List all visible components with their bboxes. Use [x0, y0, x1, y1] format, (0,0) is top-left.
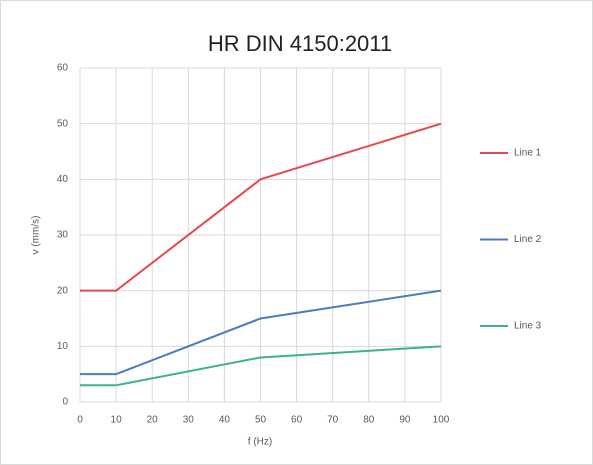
line-series: [80, 345, 442, 387]
y-tick-label: 20: [57, 285, 69, 296]
x-tick-label: 50: [255, 415, 267, 426]
y-axis-label: v (mm/s): [31, 216, 42, 255]
x-tick-label: 80: [363, 415, 375, 426]
line-series: [80, 122, 442, 292]
y-tick-label: 50: [57, 118, 69, 129]
x-tick-label: 0: [77, 415, 83, 426]
y-tick-label: 40: [57, 174, 69, 185]
y-tick-label: 60: [57, 63, 69, 74]
x-tick-label: 30: [183, 415, 195, 426]
y-tick-label: 30: [57, 230, 69, 241]
x-tick-label: 20: [147, 415, 159, 426]
x-tick-label: 100: [433, 415, 450, 426]
x-tick-label: 60: [291, 415, 303, 426]
line-series: [80, 289, 442, 376]
x-axis-label: f (Hz): [248, 437, 272, 448]
legend-label: Line 2: [514, 234, 542, 245]
y-tick-label: 10: [57, 341, 69, 352]
legend-label: Line 1: [514, 148, 542, 159]
x-tick-label: 10: [111, 415, 123, 426]
x-tick-label: 70: [327, 415, 339, 426]
x-tick-label: 90: [399, 415, 411, 426]
x-tick-label: 40: [219, 415, 231, 426]
chart-title: HR DIN 4150:2011: [208, 31, 392, 56]
y-tick-label: 0: [62, 397, 68, 408]
legend-label: Line 3: [514, 321, 542, 332]
